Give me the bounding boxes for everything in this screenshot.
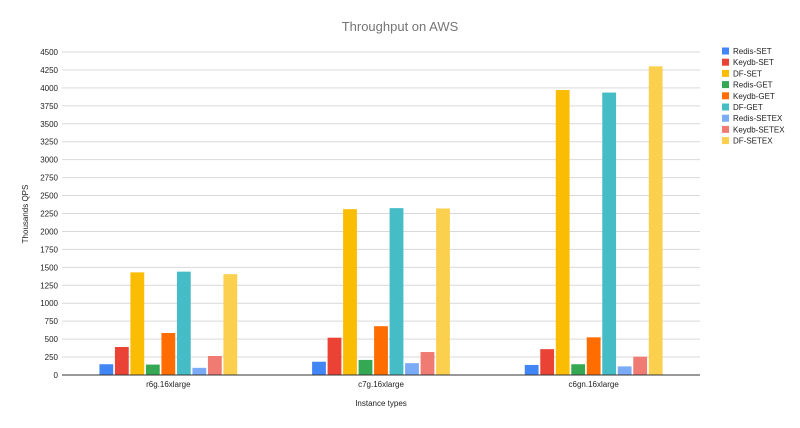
bar-keydb-setex-0 [207, 355, 222, 375]
bar-redis-setex-0 [192, 367, 207, 375]
legend-entry: Keydb-SET [733, 58, 774, 67]
legend-entry: Keydb-GET [733, 92, 775, 101]
bar-redis-get-1 [358, 359, 373, 375]
bar-df-setex-0 [223, 274, 238, 375]
bar-df-setex-2 [648, 66, 663, 376]
y-tick-label: 1000 [40, 299, 58, 308]
legend-entry: Redis-SET [733, 47, 772, 56]
legend-swatch [722, 103, 729, 111]
bar-keydb-setex-1 [420, 352, 435, 375]
y-tick-label: 250 [45, 353, 59, 362]
legend-swatch [722, 137, 729, 145]
y-tick-label: 1750 [40, 245, 58, 254]
x-axis-ticks: r6g.16xlarge c7g.16xlarge c6gn.16xlarge [146, 380, 619, 389]
y-tick-label: 2750 [40, 174, 58, 183]
bars [99, 66, 663, 376]
y-tick-label: 3500 [40, 120, 58, 129]
bar-df-set-2 [555, 90, 570, 375]
legend-swatch [722, 125, 729, 133]
bar-df-setex-1 [436, 208, 450, 375]
bar-df-get-0 [176, 271, 191, 375]
bar-redis-get-2 [571, 364, 586, 375]
legend-swatch [722, 58, 729, 66]
y-tick-label: 500 [45, 335, 59, 344]
bar-df-get-1 [389, 208, 404, 375]
bar-redis-set-0 [99, 364, 114, 375]
y-tick-label: 2500 [40, 192, 58, 201]
y-tick-label: 4500 [40, 48, 58, 57]
legend-swatch [722, 47, 729, 55]
legend-entry: Redis-SETEX [733, 114, 783, 123]
y-tick-label: 3750 [40, 102, 58, 111]
x-tick-label: c7g.16xlarge [358, 380, 404, 389]
legend-swatch [722, 114, 729, 122]
y-tick-label: 4250 [40, 66, 58, 75]
bar-keydb-set-2 [540, 349, 555, 375]
y-tick-label: 0 [54, 371, 59, 380]
gridlines [62, 51, 700, 358]
y-tick-label: 2000 [40, 227, 58, 236]
y-axis-label: Thousands QPS [21, 185, 30, 244]
bar-redis-set-1 [312, 361, 326, 375]
legend-swatch [722, 81, 729, 89]
bar-keydb-set-0 [114, 347, 129, 375]
y-tick-label: 2250 [40, 210, 58, 219]
legend-entry: Keydb-SETEX [733, 125, 785, 134]
x-tick-label: c6gn.16xlarge [569, 380, 620, 389]
y-tick-label: 1500 [40, 263, 58, 272]
bar-keydb-get-2 [586, 337, 601, 375]
legend-entry: DF-SET [733, 69, 762, 78]
bar-keydb-get-1 [374, 326, 388, 375]
bar-keydb-setex-2 [633, 356, 648, 375]
legend-entry: DF-SETEX [733, 137, 773, 146]
legend: Redis-SET Keydb-SET DF-SET Redis-GET Keydb-G… [722, 47, 785, 146]
bar-redis-set-2 [524, 364, 539, 375]
bar-df-set-0 [130, 272, 145, 375]
bar-keydb-get-0 [161, 333, 176, 375]
bar-redis-setex-1 [405, 363, 419, 375]
x-tick-label: r6g.16xlarge [146, 380, 191, 389]
bar-redis-setex-2 [617, 366, 632, 375]
y-tick-label: 4000 [40, 84, 58, 93]
legend-entry: DF-GET [733, 103, 763, 112]
chart-title: Throughput on AWS [342, 19, 459, 34]
bar-df-set-1 [343, 209, 357, 375]
x-axis-label: Instance types [355, 399, 407, 408]
legend-swatch [722, 92, 729, 100]
bar-redis-get-0 [145, 364, 160, 375]
y-tick-label: 3250 [40, 138, 58, 147]
bar-keydb-set-1 [327, 337, 342, 375]
legend-swatch [722, 69, 729, 77]
legend-entry: Redis-GET [733, 81, 773, 90]
y-axis-ticks: 0 250 500 750 1000 1250 1500 1750 2000 2250 2500 27… [40, 48, 58, 380]
y-tick-label: 3000 [40, 156, 58, 165]
bar-df-get-2 [602, 92, 617, 376]
y-tick-label: 1250 [40, 281, 58, 290]
y-tick-label: 750 [45, 317, 59, 326]
